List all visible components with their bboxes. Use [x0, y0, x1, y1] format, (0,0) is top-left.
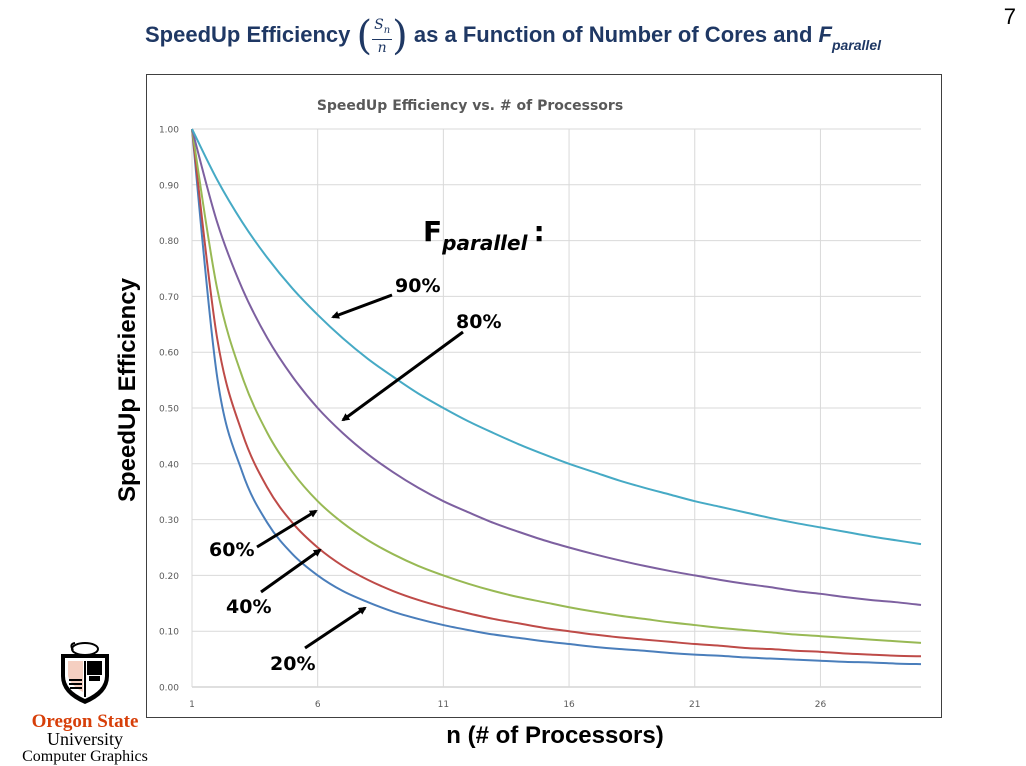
x-tick-label: 11 [438, 700, 449, 710]
left-paren: ( [356, 13, 373, 60]
frac-numerator-sub: n [383, 24, 391, 36]
frac-numerator: S [374, 16, 384, 33]
frac-denominator: n [377, 39, 387, 56]
y-tick-label: 0.00 [159, 684, 179, 694]
fparallel-colon: : [533, 215, 544, 248]
x-tick-label: 26 [815, 700, 827, 710]
right-paren: ) [392, 13, 408, 60]
title-middle: as a Function of Number of Cores and [413, 22, 813, 47]
series-line-80pct [191, 128, 922, 606]
y-tick-label: 1.00 [159, 126, 179, 136]
dept-name: Computer Graphics [22, 748, 148, 765]
series-line-20pct [191, 128, 922, 666]
series-line-60pct [191, 128, 922, 644]
label-80: 80% [456, 311, 501, 333]
series-line-90pct [191, 128, 922, 546]
arrow-20 [304, 606, 367, 650]
y-tick-label: 0.90 [159, 181, 179, 191]
y-tick-label: 0.30 [159, 516, 179, 526]
arrow-80 [341, 330, 464, 422]
fparallel-label: Fparallel: [423, 215, 545, 255]
chart-title: SpeedUp Efficiency vs. # of Processors [317, 98, 623, 114]
fparallel-f: F [423, 215, 442, 248]
series-lines [191, 128, 922, 666]
fparallel-sub: parallel [441, 231, 528, 255]
slide-title: SpeedUp Efficiency (Sn n) as a Function o… [0, 8, 1026, 72]
x-tick-label: 6 [315, 700, 321, 710]
x-tick-label: 16 [563, 700, 575, 710]
y-tick-label: 0.10 [159, 628, 179, 638]
osu-logo: Oregon State University Computer Graphic… [0, 640, 170, 766]
y-tick-label: 0.70 [159, 293, 179, 303]
osu-name: Oregon State [31, 711, 139, 732]
y-tick-label: 0.40 [159, 460, 179, 470]
label-40: 40% [226, 596, 271, 618]
y-tick-label: 0.20 [159, 572, 179, 582]
y-tick-labels: 0.00 0.10 0.20 0.30 0.40 0.50 0.60 0.70 0.80 0.90… [159, 126, 179, 694]
x-tick-label: 21 [689, 700, 700, 710]
series-line-40pct [191, 128, 922, 658]
x-tick-labels: 1 6 11 16 21 26 [189, 700, 826, 710]
title-f-sub: parallel [831, 37, 881, 53]
y-tick-label: 0.60 [159, 349, 179, 359]
title-fraction: Sn n [372, 16, 393, 56]
gridlines [191, 128, 921, 688]
osu-university: University [47, 729, 123, 749]
y-tick-label: 0.80 [159, 237, 179, 247]
page-number: 7 [1003, 4, 1016, 29]
arrow-40 [260, 548, 322, 594]
chart-frame [146, 74, 942, 718]
title-f: F [818, 22, 832, 47]
y-tick-label: 0.50 [159, 405, 179, 415]
arrow-90 [331, 293, 393, 319]
label-20: 20% [270, 653, 315, 675]
title-prefix: SpeedUp Efficiency [145, 22, 351, 47]
x-axis-label: n (# of Processors) [432, 722, 678, 750]
annotations: 90% 80% 60% 40% 20% Fparallel: [209, 215, 545, 675]
arrow-60 [256, 509, 318, 549]
label-60: 60% [209, 539, 254, 561]
osu-shield-icon [61, 642, 109, 704]
x-tick-label: 1 [189, 700, 195, 710]
label-90: 90% [395, 275, 440, 297]
y-axis-label: SpeedUp Efficiency [114, 271, 142, 509]
